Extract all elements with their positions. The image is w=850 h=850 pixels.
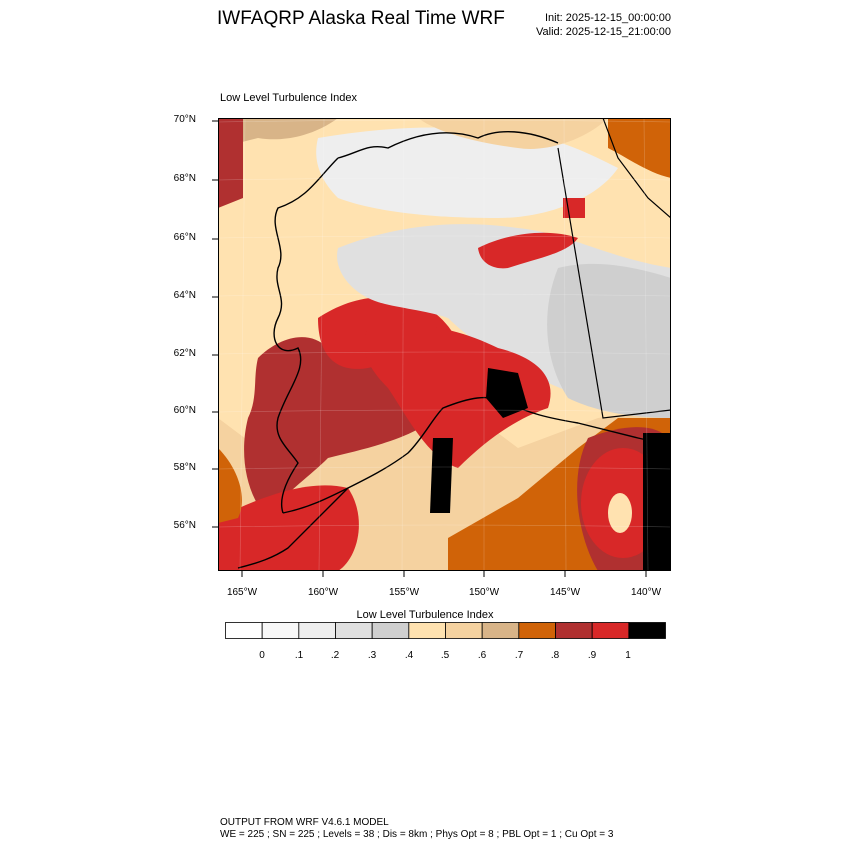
colorbar-label-3: .3 <box>367 650 377 661</box>
colorbar-label-7: .7 <box>514 650 524 661</box>
border-line <box>557 147 671 419</box>
lon-label-165: 165°W <box>226 587 258 598</box>
footer-model-line: OUTPUT FROM WRF V4.6.1 MODEL <box>220 817 389 828</box>
colorbar-box <box>408 622 446 639</box>
eastern-gray <box>547 263 671 418</box>
lat-label-66: 66°N <box>173 232 196 243</box>
graticule <box>218 118 671 571</box>
lat-label-60: 60°N <box>173 405 196 416</box>
lat-label-56: 56°N <box>173 520 196 531</box>
colorbar-box <box>481 622 520 639</box>
colorbar-label-4: .4 <box>404 650 414 661</box>
valid-time: Valid: 2025-12-15_21:00:00 <box>536 26 671 38</box>
colorbar-label-8: .8 <box>550 650 560 661</box>
colorbar-box <box>298 622 336 639</box>
colorbar-label-0: 0 <box>259 650 265 661</box>
lat-label-62: 62°N <box>173 348 196 359</box>
arctic-red-corner <box>218 118 243 208</box>
colorbar-box <box>628 622 666 639</box>
colorbar-box <box>261 622 300 639</box>
turbulence-map <box>218 118 671 571</box>
lon-label-145: 145°W <box>549 587 581 598</box>
mountain-red-region <box>364 324 551 468</box>
footer-config-line: WE = 225 ; SN = 225 ; Levels = 38 ; Dis … <box>220 829 614 840</box>
colorbar-box <box>335 622 373 639</box>
northeast-orange <box>608 118 671 178</box>
coastline <box>273 130 671 514</box>
colorbar-label-9: .9 <box>587 650 597 661</box>
map-title: Low Level Turbulence Index <box>220 92 357 104</box>
lat-label-64: 64°N <box>173 290 196 301</box>
colorbar-box <box>225 622 263 639</box>
gulf-swirl-core <box>608 493 632 533</box>
colorbar-label-1: .1 <box>294 650 304 661</box>
arctic-orange-band <box>218 118 338 148</box>
north-slope-gray <box>316 127 618 218</box>
map-border <box>218 118 671 571</box>
peninsula-coastline <box>237 487 349 569</box>
southwest-orange-band <box>218 448 242 523</box>
colorbar-box <box>591 622 630 639</box>
sound-black-area <box>486 368 528 418</box>
colorbar-title: Low Level Turbulence Index <box>356 609 494 621</box>
kenai-black-area <box>430 438 453 513</box>
southeast-border <box>602 118 671 219</box>
lon-label-140: 140°W <box>630 587 662 598</box>
main-title: IWFAQRP Alaska Real Time WRF <box>217 8 505 29</box>
colorbar-box <box>445 622 483 639</box>
lat-label-68: 68°N <box>173 173 196 184</box>
colorbar-box <box>371 622 410 639</box>
interior-red-band <box>478 232 578 269</box>
northeast-tan <box>418 118 608 149</box>
colorbar-label-5: .5 <box>440 650 450 661</box>
southwest-red-region <box>218 485 359 571</box>
colorbar-label-10: 1 <box>625 650 631 661</box>
lat-label-58: 58°N <box>173 462 196 473</box>
colorbar <box>225 622 666 639</box>
colorbar-label-6: .6 <box>477 650 487 661</box>
lon-label-155: 155°W <box>388 587 420 598</box>
lon-ticks <box>241 571 647 577</box>
colorbar-boxes <box>225 622 666 639</box>
colorbar-box <box>518 622 556 639</box>
lon-label-150: 150°W <box>468 587 500 598</box>
init-time: Init: 2025-12-15_00:00:00 <box>545 12 671 24</box>
gulf-black-area <box>643 433 671 571</box>
lat-label-70: 70°N <box>173 114 196 125</box>
colorbar-label-2: .2 <box>330 650 340 661</box>
colorbar-box <box>555 622 593 639</box>
lon-label-160: 160°W <box>307 587 339 598</box>
